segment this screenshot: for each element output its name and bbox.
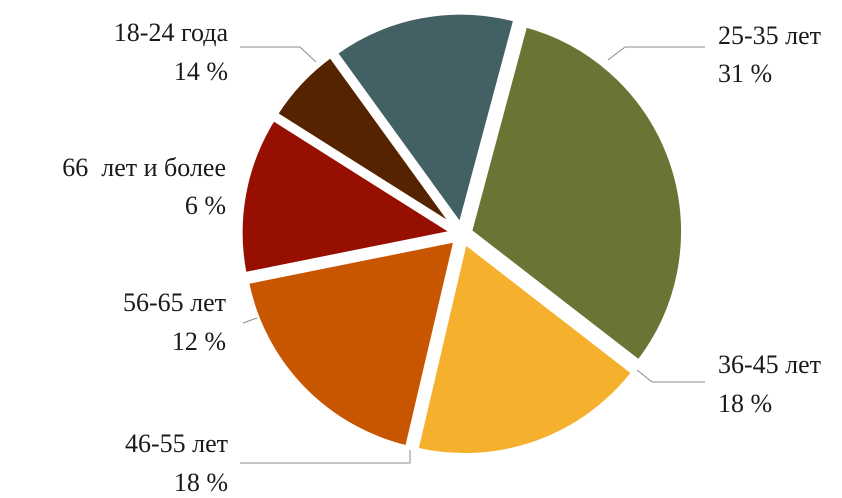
slice-value-label-4: 6 %	[185, 191, 226, 220]
pie-slice-0	[467, 22, 687, 365]
slice-value-label-2: 18 %	[174, 468, 228, 493]
slice-label-2: 46-55 лет	[125, 429, 228, 458]
slice-value-label-1: 18 %	[718, 389, 772, 418]
slice-label-1: 36-45 лет	[718, 350, 821, 379]
slice-label-3: 56-65 лет	[123, 288, 226, 317]
leader-lines-layer	[240, 46, 705, 464]
leader-line-1	[636, 369, 705, 383]
leader-line-3	[242, 317, 258, 324]
leader-line-0	[607, 46, 705, 61]
leader-line-2	[240, 450, 411, 464]
labels-layer: 25-35 лет 31 % 36-45 лет 18 % 46-55 лет 18 % 5…	[62, 18, 821, 497]
slice-label-5: 18-24 года	[114, 18, 229, 47]
slices-layer	[237, 9, 687, 459]
pie-slice-2	[243, 237, 459, 451]
slice-value-label-0: 31 %	[718, 59, 772, 88]
pie-slice-3	[237, 115, 457, 278]
leader-line-5	[240, 46, 317, 63]
pie-slice-5	[332, 9, 519, 229]
slice-value-label-3: 12 %	[172, 327, 226, 356]
slice-value-label-5: 14 %	[174, 57, 228, 86]
pie-slice-1	[413, 239, 637, 459]
pie-slice-4	[272, 52, 459, 232]
slice-label-4: 66 лет и более	[62, 153, 226, 182]
slice-label-0: 25-35 лет	[718, 21, 821, 50]
